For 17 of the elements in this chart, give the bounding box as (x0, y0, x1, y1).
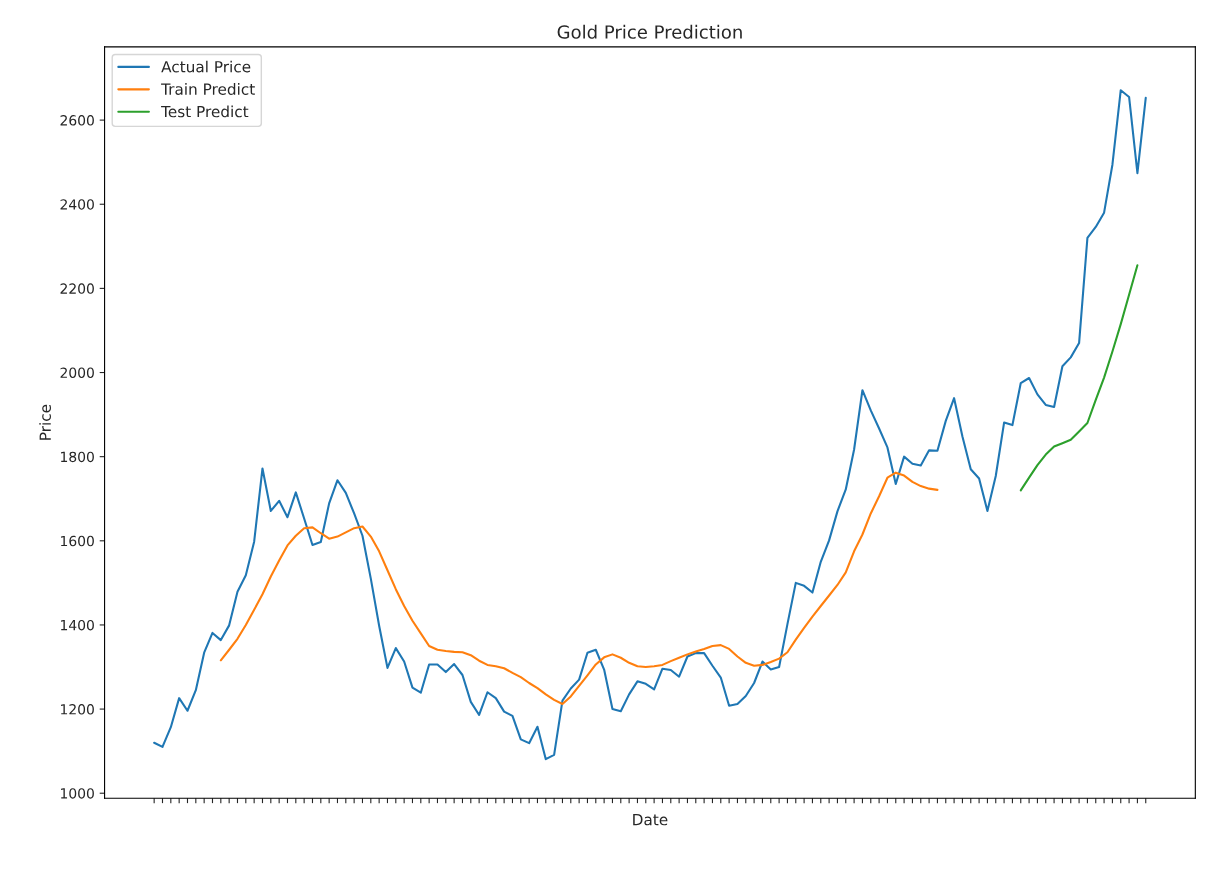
line-series (219, 471, 939, 706)
y-tick-label: 1000 (61, 788, 94, 799)
legend-label: Actual Price (161, 60, 251, 73)
chart-title: Gold Price Prediction (557, 24, 742, 39)
y-tick-label: 2000 (60, 367, 94, 378)
x-axis-title: Date (633, 814, 668, 826)
legend-label: Train Predict (161, 83, 255, 95)
y-axis-title: Price (39, 404, 51, 440)
y-tick-label: 1600 (61, 535, 94, 547)
y-tick-label: 2200 (60, 283, 94, 294)
legend-label: Test Predict (161, 105, 249, 118)
y-tick-label: 1800 (61, 451, 94, 463)
y-tick-label: 2600 (60, 115, 94, 126)
y-tick-label: 1200 (61, 704, 94, 715)
y-tick-label: 1400 (61, 619, 94, 631)
y-tick-label: 2400 (60, 199, 94, 210)
line-series (1019, 264, 1139, 492)
